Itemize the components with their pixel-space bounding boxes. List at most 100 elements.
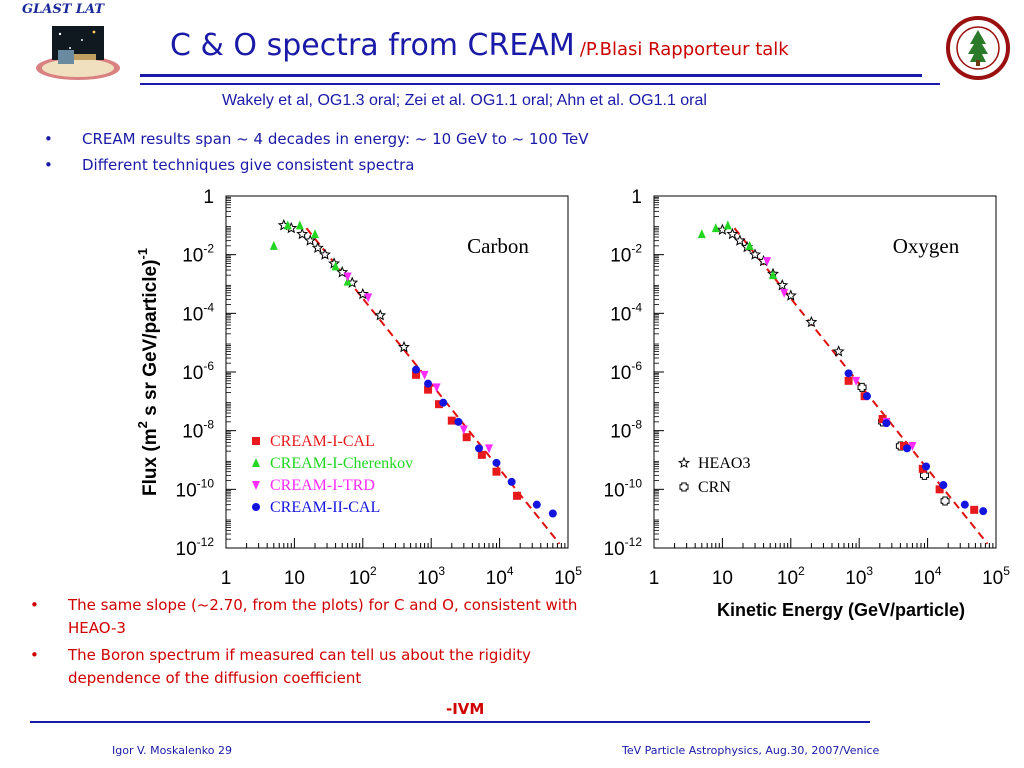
data-point [304,234,317,246]
data-point [412,370,421,379]
legend-entry: HEAO3 [698,455,750,472]
data-point [903,444,912,453]
y-tick-label: 10-10 [176,476,215,501]
data-point [776,279,789,291]
data-point [412,365,421,374]
footer-author: Igor V. Moskalenko 29 [112,744,232,757]
title-main: C & O spectra from CREAM [170,28,575,63]
data-point [343,272,352,282]
data-point [459,425,468,435]
data-point [805,315,818,328]
data-point [420,370,429,380]
chart-panel-carbon: 1 10 102 103 104 105 1 10-2 10-4 10-6 10-8 10-10 10-… [135,187,582,589]
x-tick-label: 102 [349,564,377,589]
data-point [908,442,917,452]
series-cream-i-cal [412,370,522,500]
data-point [548,509,557,518]
university-seal [946,16,1010,80]
x-tick-label: 104 [486,564,514,589]
legend-entry: CREAM-I-TRD [270,477,375,494]
data-point [922,462,931,471]
data-point [296,227,309,240]
bullet-item: CREAM results span ~ 4 decades in energy… [44,126,589,152]
data-point [878,414,887,423]
x-tick-label: 103 [417,564,445,589]
data-point [979,507,988,516]
data-point [780,288,789,298]
data-point [852,376,861,386]
data-point [940,496,950,506]
legend-entry: CREAM-I-Cherenkov [270,455,413,472]
y-tick-label: 10-8 [182,418,214,443]
data-point [447,416,456,425]
y-tick-label: 10-10 [604,476,643,501]
data-point [424,379,433,388]
title-rule [140,74,922,77]
y-axis-label: Flux (m2 s sr GeV/particle)-1 [135,248,161,496]
data-point [356,287,369,300]
data-point [960,500,969,509]
bullet-item: Different techniques give consistent spe… [44,152,589,178]
series-cream-ii-cal [844,369,988,516]
data-point [439,398,448,407]
y-tick-label: 1 [203,187,214,208]
y-tick-label: 10-2 [610,242,642,267]
x-tick-label: 10 [284,568,305,589]
glast-satellite-logo [36,26,120,80]
bullet-item: The same slope (~2.70, from the plots) f… [30,594,608,640]
legend-marker [252,437,260,445]
footer-conference: TeV Particle Astrophysics, Aug.30, 2007/… [622,744,880,757]
data-point [733,234,746,246]
data-point [723,220,732,230]
glast-lat-logo: GLAST LAT [22,2,105,17]
series-cream-ii-cal [412,365,557,518]
series-heao3 [716,223,845,357]
data-point [919,470,929,480]
data-point [269,240,278,250]
data-point [745,240,754,250]
y-tick-label: 10-6 [182,359,214,384]
top-bullet-list: CREAM results span ~ 4 decades in energy… [44,126,589,178]
panel-label: Carbon [467,234,529,258]
title-subtitle: /P.Blasi Rapporteur talk [579,39,789,60]
data-point [513,491,522,500]
data-point [434,400,443,409]
y-tick-label: 1 [631,187,642,208]
data-point [844,376,853,385]
x-tick-label: 104 [914,564,942,589]
y-tick-label: 10-6 [610,359,642,384]
legend-entry: CRN [698,479,731,496]
legend-entry: CREAM-I-CAL [270,433,375,450]
data-point [397,340,410,353]
data-point [492,467,501,476]
legend-marker [677,456,691,469]
data-point [832,345,845,357]
data-point [485,444,494,454]
data-point [763,257,772,267]
legend-marker [252,503,260,511]
data-point [336,265,349,278]
data-point [462,433,471,442]
legend-marker [252,481,260,490]
data-point [939,481,948,490]
footer-rule [30,721,870,723]
data-point [492,458,501,467]
data-point [283,220,292,230]
legend-marker [679,482,689,492]
series-cream-i-trd [343,272,494,454]
legend-entry: CREAM-II-CAL [270,499,380,516]
bullet-item: The Boron spectrum if measured can tell … [30,644,608,690]
data-point [432,383,441,393]
data-point [857,382,867,392]
data-point [726,227,739,240]
data-point [970,505,979,514]
x-tick-label: 105 [982,564,1010,589]
y-tick-label: 10-4 [610,300,642,325]
data-point [507,477,516,486]
signature: -IVM [446,700,485,718]
data-point [935,485,944,494]
y-tick-label: 10-2 [182,242,214,267]
data-point [364,293,373,303]
data-point [532,500,541,509]
